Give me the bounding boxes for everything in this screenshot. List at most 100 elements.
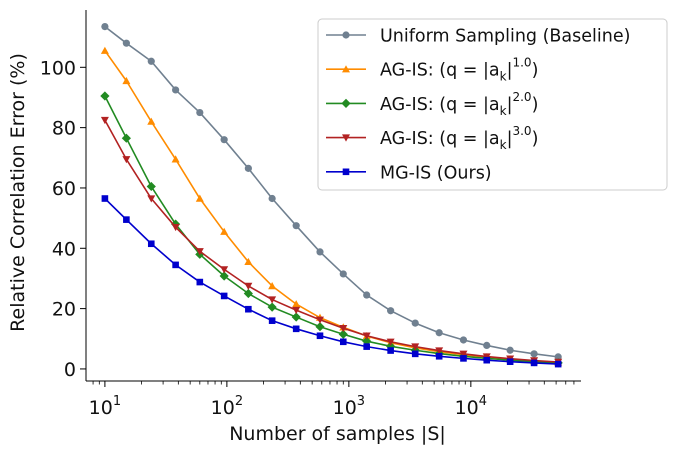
data-point [147, 117, 156, 125]
x-tick-exponent: 1 [113, 394, 121, 409]
data-point [316, 316, 325, 324]
data-point [220, 292, 228, 300]
legend-label-part: ) [532, 95, 539, 115]
data-point [483, 341, 491, 350]
series-line [104, 197, 559, 365]
data-point [459, 350, 468, 358]
data-point [292, 306, 301, 315]
data-point [147, 195, 156, 203]
y-tick-label: 100 [40, 57, 76, 79]
x-tick-exponent: 3 [357, 394, 365, 409]
data-point [244, 257, 253, 266]
data-point [363, 343, 370, 350]
legend-entry: AG-IS: (q = |ak|3.0) [326, 124, 538, 152]
data-point [338, 329, 348, 339]
series-5 [101, 195, 562, 368]
y-tick-label: 60 [52, 178, 76, 200]
data-point [342, 168, 350, 176]
legend-label-part: | [507, 61, 513, 81]
y-tick-label: 40 [52, 238, 76, 260]
data-point [530, 350, 538, 358]
data-point [292, 300, 301, 308]
data-point [122, 76, 131, 85]
data-point [291, 312, 301, 322]
x-tick-label: 103 [333, 394, 365, 419]
data-point [362, 332, 371, 340]
data-point [292, 222, 300, 230]
legend-label-part: ) [532, 61, 539, 81]
data-point [268, 317, 276, 324]
y-axis-ticks: 0 20 40 60 80 100 [40, 57, 86, 381]
legend-label-part: k [500, 138, 507, 152]
legend-label-part: AG-IS: (q = |a [380, 61, 500, 81]
y-axis-title: Relative Correlation Error (%) [7, 53, 29, 332]
data-point [220, 227, 229, 235]
data-point [506, 358, 514, 365]
data-point [460, 355, 467, 362]
data-point [316, 332, 324, 340]
legend-label: AG-IS: (q = |ak|3.0) [380, 124, 538, 152]
data-point [411, 343, 420, 351]
legend-label-part: | [507, 129, 513, 149]
legend-entry: AG-IS: (q = |ak|2.0) [326, 90, 538, 118]
data-point [316, 248, 324, 256]
legend-entry: MG-IS (Ours) [326, 163, 492, 183]
data-point [245, 305, 252, 313]
legend-label-part: 1.0 [512, 56, 531, 70]
data-point [268, 296, 277, 304]
data-point [459, 336, 468, 344]
data-point [147, 57, 155, 65]
data-point [172, 86, 180, 94]
data-point [196, 108, 204, 117]
data-point [244, 164, 252, 172]
data-point [122, 39, 130, 47]
data-point [146, 181, 156, 192]
data-point [268, 194, 276, 203]
data-point [506, 346, 514, 354]
data-point [387, 307, 395, 315]
series-line [104, 119, 559, 363]
plot-area [100, 22, 563, 368]
data-point [315, 322, 325, 332]
data-point [220, 136, 228, 144]
data-point [267, 302, 277, 312]
data-point [100, 46, 109, 54]
y-tick-label: 20 [52, 299, 76, 321]
data-point [339, 338, 347, 346]
legend-label: AG-IS: (q = |ak|2.0) [380, 90, 538, 118]
data-point [147, 240, 155, 248]
data-point [341, 98, 351, 108]
data-point [121, 133, 131, 143]
data-point [292, 325, 300, 333]
data-point [342, 31, 350, 39]
data-point [435, 347, 444, 355]
data-point [339, 325, 348, 333]
data-point [411, 319, 419, 327]
x-axis-title: Number of samples |S| [229, 423, 446, 445]
data-point [172, 261, 179, 269]
data-point [220, 266, 229, 274]
data-point [196, 278, 204, 286]
data-point [483, 356, 491, 364]
x-tick-base: 10 [211, 397, 235, 419]
y-tick-label: 0 [64, 359, 76, 381]
data-point [101, 22, 109, 31]
data-point [554, 353, 562, 361]
x-tick-label: 101 [89, 394, 121, 419]
data-point [386, 338, 395, 346]
x-tick-label: 104 [455, 394, 487, 419]
data-point [100, 91, 110, 101]
legend-label: AG-IS: (q = |ak|1.0) [380, 56, 538, 84]
data-point [243, 288, 253, 299]
legend-label-part: 3.0 [512, 124, 531, 138]
data-point [123, 216, 130, 223]
y-tick-label: 80 [52, 118, 76, 140]
legend-label-part: AG-IS: (q = |a [380, 95, 500, 115]
data-point [219, 271, 229, 281]
legend: Uniform Sampling (Baseline) AG-IS: (q = |… [317, 18, 668, 191]
data-point [100, 116, 109, 125]
x-tick-base: 10 [89, 397, 113, 419]
x-axis-ticks: 101 102 103 104 [89, 381, 575, 419]
legend-box [317, 18, 668, 191]
